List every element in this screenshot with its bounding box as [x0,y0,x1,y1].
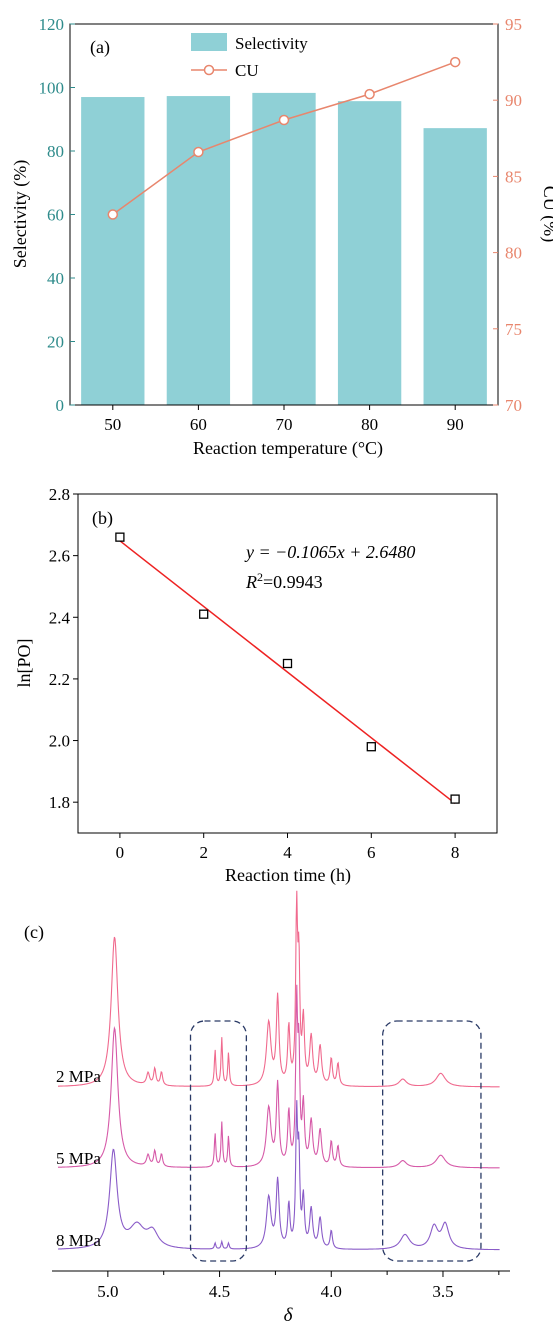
spectrum-8-mpa [58,1100,500,1251]
x-axis-title-c: δ [284,1305,294,1326]
y-axis-title-b: ln[PO] [14,639,34,688]
point-cu-80 [364,88,375,100]
point-cu-60 [193,146,204,158]
y-axis-title-left-a: Selectivity (%) [10,160,31,268]
x-tick-label-b: 8 [451,843,460,862]
y-tick-label-left: 120 [39,15,65,34]
data-point-4h [282,658,293,669]
spectrum-2-mpa [58,890,500,1088]
data-point-2h [199,609,209,619]
fit-r-squared: R2=0.9943 [245,570,323,592]
y-tick-label-b: 2.8 [49,485,70,504]
y-tick-label-b: 2.0 [49,732,70,751]
x-tick-label-b: 4 [283,843,292,862]
x-tick-label-c: 4.0 [321,1282,342,1301]
x-axis-title-b: Reaction time (h) [225,865,351,886]
highlight-box-1 [189,1020,248,1262]
x-tick-label-c: 3.5 [432,1282,453,1301]
point-cu-50 [107,209,119,220]
data-point-8h [450,794,460,804]
bar-selectivity-50 [81,97,145,406]
bar-selectivity-90 [423,128,487,405]
legend-label-cu: CU [235,61,259,80]
point-cu-70 [278,114,290,126]
y-tick-label-right: 80 [505,244,522,263]
panel-label-a: (a) [90,37,110,58]
y-tick-label-b: 2.4 [49,608,71,627]
x-tick-label-b: 2 [199,843,208,862]
y-tick-label-left: 60 [47,206,64,225]
x-tick-label-a: 50 [104,415,121,434]
bar-selectivity-60 [166,96,231,405]
y-tick-label-right: 95 [505,15,522,34]
legend-marker-cu [203,64,215,76]
x-tick-label-a: 80 [361,415,378,434]
x-tick-label-b: 0 [116,843,125,862]
y-tick-label-left: 80 [47,142,64,161]
y-tick-label-b: 1.8 [49,793,70,812]
spectrum-5-mpa [57,984,500,1169]
fit-equation: y = −0.1065x + 2.6480 [244,542,415,562]
y-tick-label-right: 90 [505,91,522,110]
y-tick-label-left: 20 [47,333,64,352]
x-tick-label-a: 90 [447,415,464,434]
y-tick-label-right: 70 [505,396,522,415]
y-tick-label-b: 2.2 [49,670,70,689]
x-tick-label-a: 70 [276,415,293,434]
y-tick-label-right: 75 [505,320,522,339]
legend-label-selectivity: Selectivity [235,34,308,53]
x-tick-label-b: 6 [367,843,376,862]
highlight-box-2 [382,1020,482,1262]
y-tick-label-left: 40 [47,269,64,288]
panel-c: (c) 2 MPa 5 MPa 8 MPa 5.0 4.5 4.0 3.5 δ [24,890,510,1326]
panel-label-c: (c) [24,922,44,943]
panel-a: 0 20 40 60 80 100 120 70 75 80 85 90 95 50 60 70 80 90 (a… [10,15,553,459]
y-tick-label-b: 2.6 [49,547,70,566]
x-tick-label-c: 4.5 [209,1282,230,1301]
data-point-6h [366,742,376,752]
point-cu-90 [449,56,461,68]
data-point-0h [115,532,125,542]
fit-line [119,540,456,805]
panel-b: 0 2 4 6 8 1.8 2.0 2.2 2.4 2.6 2.8 (b) y = −0.1065x… [14,485,498,886]
series-label-8mpa: 8 MPa [56,1231,101,1250]
y-tick-label-right: 85 [505,167,522,186]
bar-selectivity-80 [337,101,402,405]
x-tick-label-c: 5.0 [97,1282,118,1301]
bar-selectivity-70 [252,92,316,406]
x-axis-title-a: Reaction temperature (°C) [193,438,383,459]
panel-label-b: (b) [92,508,113,529]
y-tick-label-left: 0 [56,396,65,415]
series-label-2mpa: 2 MPa [56,1067,101,1086]
series-label-5mpa: 5 MPa [56,1149,101,1168]
x-tick-label-a: 60 [190,415,207,434]
legend-swatch-selectivity [191,33,227,51]
y-axis-title-right-a: CU (%) [539,186,553,243]
y-tick-label-left: 100 [39,79,65,98]
